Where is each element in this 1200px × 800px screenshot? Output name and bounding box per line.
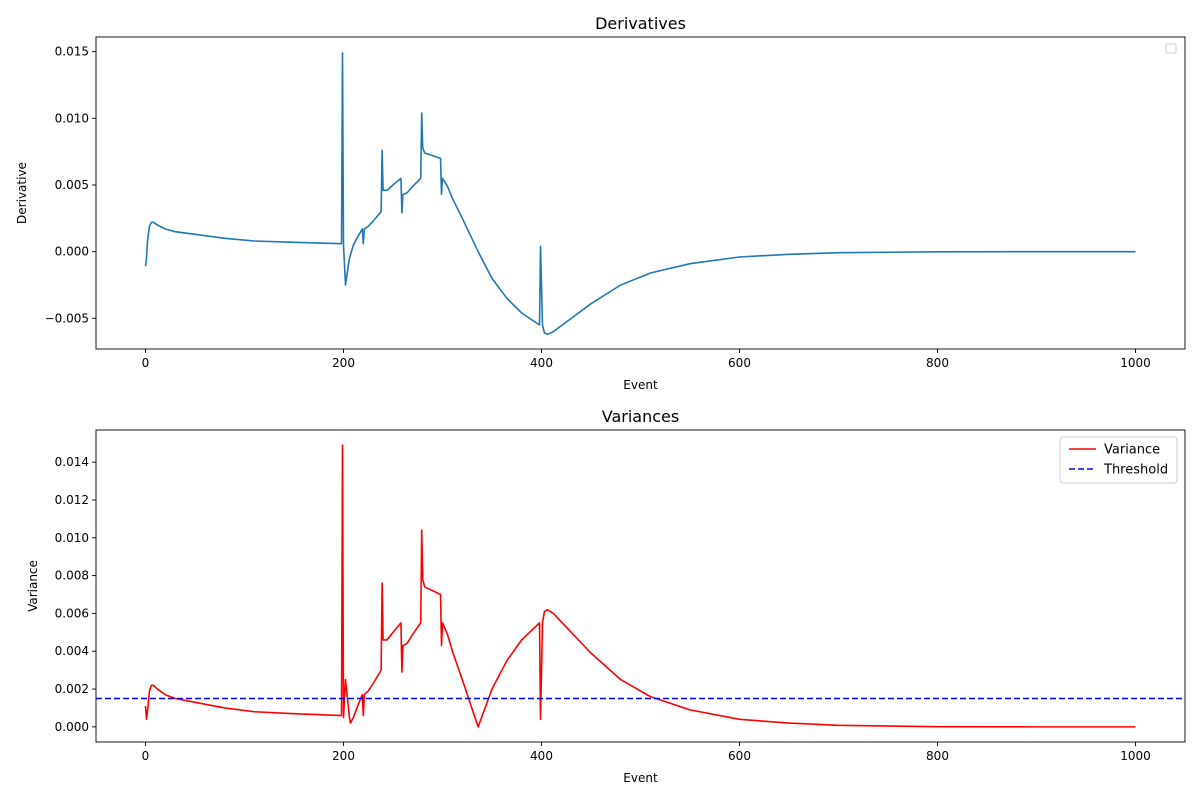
chart-2-x-tick-label: 800: [926, 749, 949, 763]
chart-2-y-tick-label: 0.004: [55, 644, 89, 658]
chart-2-y-tick-label: 0.008: [55, 569, 89, 583]
chart-1-x-tick-label: 600: [728, 356, 751, 370]
chart-1-plot-frame: [95, 36, 1186, 350]
chart-1-y-axis-label: Derivative: [15, 162, 29, 224]
chart-2-x-tick-label: 200: [332, 749, 355, 763]
chart-2-x-tick-label: 0: [142, 749, 150, 763]
chart-1-x-tick-label: 400: [530, 356, 553, 370]
chart-2-y-axis-label: Variance: [26, 560, 40, 612]
chart-1-series-line-0: [144, 52, 1136, 336]
chart-2-y-tick-label: 0.000: [55, 720, 89, 734]
chart-1-x-tick-label: 800: [926, 356, 949, 370]
chart-2-x-tick-label: 1000: [1120, 749, 1151, 763]
chart-2-x-tick-label: 600: [728, 749, 751, 763]
chart-2-y-tick-label: 0.010: [55, 531, 89, 545]
chart-2-legend-label: Threshold: [1103, 463, 1168, 478]
chart-2-legend-label: Variance: [1104, 443, 1160, 458]
chart-2-y-tick-label: 0.014: [55, 455, 89, 469]
chart-2-x-axis-label: Event: [623, 771, 658, 785]
chart-1-y-tick-label: 0.000: [55, 245, 89, 259]
chart-2-series-line-variance: [144, 444, 1136, 728]
chart-1-y-tick-label: 0.010: [55, 111, 89, 125]
chart-2-x-tick-label: 400: [530, 749, 553, 763]
chart-2-y-tick-label: 0.012: [55, 493, 89, 507]
chart-1-legend-box: [1165, 43, 1177, 54]
chart-2-title: Variances: [602, 407, 679, 426]
chart-1-title: Derivatives: [595, 14, 686, 33]
chart-1-y-tick-label: 0.005: [55, 178, 89, 192]
chart-1-x-tick-label: 0: [142, 356, 150, 370]
chart-1-y-tick-label: −0.005: [45, 311, 89, 325]
chart-2-plot-frame: [95, 429, 1186, 743]
chart-2-y-tick-label: 0.006: [55, 606, 89, 620]
chart-1-x-tick-label: 200: [332, 356, 355, 370]
chart-1-y-tick-label: 0.015: [55, 45, 89, 59]
chart-1-x-axis-label: Event: [623, 378, 658, 392]
chart-2-y-tick-label: 0.002: [55, 682, 89, 696]
chart-1-x-tick-label: 1000: [1120, 356, 1151, 370]
